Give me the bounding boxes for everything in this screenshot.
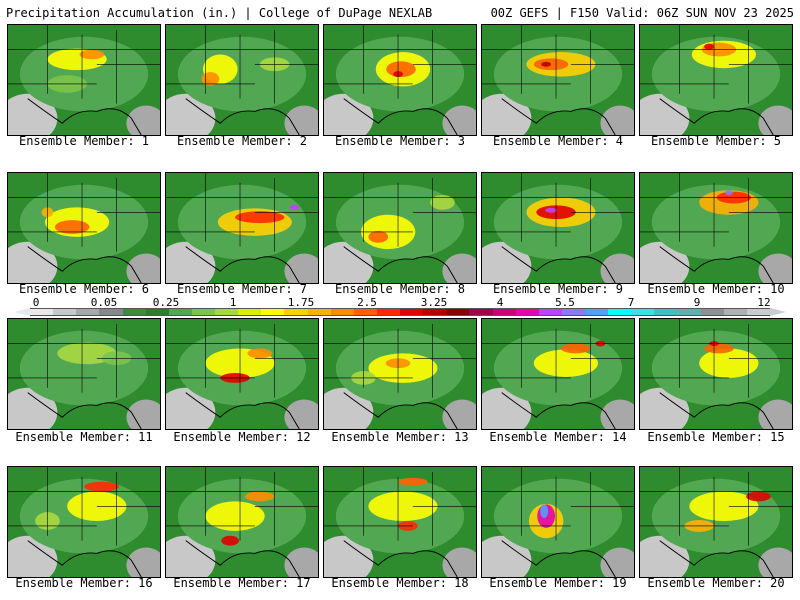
colorbar-swatch-12 xyxy=(307,309,331,315)
colorbar-swatch-15 xyxy=(376,309,400,315)
colorbar-arrow-low xyxy=(14,308,30,316)
model-valid-time: 00Z GEFS | F150 Valid: 06Z SUN NOV 23 20… xyxy=(490,6,794,20)
colorbar-swatch-4 xyxy=(122,309,146,315)
ensemble-member-label-2: Ensemble Member: 2 xyxy=(176,134,308,148)
colorbar-swatch-0 xyxy=(30,309,54,315)
colorbar-tick-8: 5.5 xyxy=(555,296,575,309)
colorbar-swatch-21 xyxy=(515,309,539,315)
colorbar-swatch-19 xyxy=(469,309,493,315)
colorbar-tick-9: 7 xyxy=(627,296,635,309)
colorbar-swatch-13 xyxy=(330,309,354,315)
colorbar-swatch-22 xyxy=(538,309,562,315)
ensemble-member-map-9 xyxy=(481,172,635,284)
colorbar-swatch-28 xyxy=(677,309,701,315)
ensemble-member-label-14: Ensemble Member: 14 xyxy=(489,430,627,444)
ensemble-member-map-12 xyxy=(165,318,319,430)
ensemble-member-map-18 xyxy=(323,466,477,578)
header: Precipitation Accumulation (in.) | Colle… xyxy=(0,0,800,22)
colorbar-swatch-11 xyxy=(284,309,308,315)
ensemble-member-map-7 xyxy=(165,172,319,284)
ensemble-member-map-5 xyxy=(639,24,793,136)
colorbar-tick-3: 1 xyxy=(229,296,237,309)
ensemble-member-label-5: Ensemble Member: 5 xyxy=(650,134,782,148)
ensemble-member-map-4 xyxy=(481,24,635,136)
colorbar-tick-1: 0.05 xyxy=(90,296,118,309)
colorbar-swatch-20 xyxy=(492,309,516,315)
colorbar-swatch-8 xyxy=(215,309,239,315)
ensemble-member-label-10: Ensemble Member: 10 xyxy=(647,282,785,296)
colorbar-swatch-27 xyxy=(654,309,678,315)
ensemble-member-label-1: Ensemble Member: 1 xyxy=(18,134,150,148)
colorbar-tick-10: 9 xyxy=(693,296,701,309)
colorbar-tick-0: 0 xyxy=(32,296,40,309)
ensemble-member-label-20: Ensemble Member: 20 xyxy=(647,576,785,590)
ensemble-member-label-7: Ensemble Member: 7 xyxy=(176,282,308,296)
colorbar-swatch-16 xyxy=(400,309,424,315)
colorbar-tick-11: 12 xyxy=(757,296,771,309)
ensemble-member-map-17 xyxy=(165,466,319,578)
colorbar-tick-7: 4 xyxy=(496,296,504,309)
ensemble-member-label-17: Ensemble Member: 17 xyxy=(173,576,311,590)
ensemble-member-label-18: Ensemble Member: 18 xyxy=(331,576,469,590)
colorbar-arrow-high xyxy=(770,308,786,316)
colorbar-tick-4: 1.75 xyxy=(287,296,315,309)
colorbar-swatch-9 xyxy=(238,309,262,315)
colorbar-swatch-29 xyxy=(700,309,724,315)
ensemble-member-map-10 xyxy=(639,172,793,284)
ensemble-member-label-4: Ensemble Member: 4 xyxy=(492,134,624,148)
ensemble-member-map-13 xyxy=(323,318,477,430)
ensemble-member-label-8: Ensemble Member: 8 xyxy=(334,282,466,296)
colorbar-tick-2: 0.25 xyxy=(152,296,180,309)
colorbar-swatch-17 xyxy=(423,309,447,315)
ensemble-member-map-6 xyxy=(7,172,161,284)
ensemble-member-label-16: Ensemble Member: 16 xyxy=(15,576,153,590)
ensemble-member-map-15 xyxy=(639,318,793,430)
ensemble-member-label-13: Ensemble Member: 13 xyxy=(331,430,469,444)
ensemble-member-map-1 xyxy=(7,24,161,136)
colorbar-legend: 0 0.05 0.25 1 1.75 2.5 3.25 4 5.5 7 9 12 xyxy=(0,296,800,320)
ensemble-member-map-19 xyxy=(481,466,635,578)
colorbar-swatch-2 xyxy=(76,309,100,315)
colorbar-strip xyxy=(30,308,770,316)
colorbar-swatch-10 xyxy=(261,309,285,315)
colorbar-swatch-23 xyxy=(561,309,585,315)
ensemble-member-map-16 xyxy=(7,466,161,578)
ensemble-member-map-11 xyxy=(7,318,161,430)
ensemble-member-map-14 xyxy=(481,318,635,430)
ensemble-member-label-3: Ensemble Member: 3 xyxy=(334,134,466,148)
ensemble-member-label-6: Ensemble Member: 6 xyxy=(18,282,150,296)
colorbar-swatch-30 xyxy=(723,309,747,315)
colorbar-tick-6: 3.25 xyxy=(420,296,448,309)
colorbar-swatch-31 xyxy=(746,309,770,315)
colorbar-swatch-18 xyxy=(446,309,470,315)
colorbar-swatch-3 xyxy=(99,309,123,315)
ensemble-member-map-8 xyxy=(323,172,477,284)
ensemble-member-map-2 xyxy=(165,24,319,136)
ensemble-member-label-9: Ensemble Member: 9 xyxy=(492,282,624,296)
colorbar-swatch-24 xyxy=(585,309,609,315)
colorbar-swatch-1 xyxy=(53,309,77,315)
product-title: Precipitation Accumulation (in.) | Colle… xyxy=(6,6,433,20)
ensemble-member-map-3 xyxy=(323,24,477,136)
colorbar-swatch-26 xyxy=(631,309,655,315)
colorbar-swatch-14 xyxy=(353,309,377,315)
colorbar-swatch-7 xyxy=(191,309,215,315)
ensemble-member-label-11: Ensemble Member: 11 xyxy=(15,430,153,444)
colorbar-swatch-5 xyxy=(145,309,169,315)
colorbar-tick-5: 2.5 xyxy=(357,296,377,309)
colorbar-swatch-25 xyxy=(608,309,632,315)
colorbar-swatch-6 xyxy=(168,309,192,315)
colorbar-tick-labels: 0 0.05 0.25 1 1.75 2.5 3.25 4 5.5 7 9 12 xyxy=(0,296,800,309)
ensemble-member-label-12: Ensemble Member: 12 xyxy=(173,430,311,444)
ensemble-member-label-15: Ensemble Member: 15 xyxy=(647,430,785,444)
ensemble-member-map-20 xyxy=(639,466,793,578)
ensemble-member-label-19: Ensemble Member: 19 xyxy=(489,576,627,590)
